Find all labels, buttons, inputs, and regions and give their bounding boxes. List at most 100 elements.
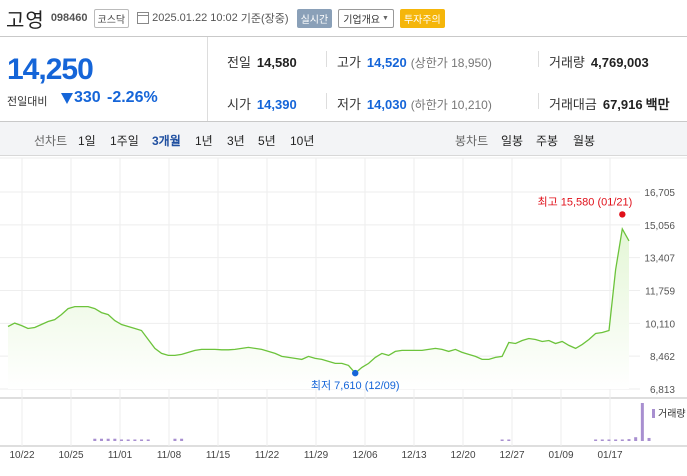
y-tick-label: 15,056 [644, 221, 675, 232]
high-marker-label: 최고 15,580 (01/21) [537, 195, 632, 208]
x-tick-label: 01/09 [548, 450, 573, 461]
period-1y[interactable]: 1년 [195, 134, 213, 148]
period-5y[interactable]: 5년 [258, 134, 276, 148]
volume-bar [627, 439, 631, 441]
down-arrow-icon [61, 93, 73, 104]
y-tick-label: 11,759 [645, 287, 675, 298]
volume-legend-swatch [652, 409, 655, 418]
volume-bar [647, 437, 651, 441]
x-tick-label: 11/15 [206, 450, 231, 461]
company-overview-label: 기업개요 [343, 14, 381, 26]
open-label: 시가 [227, 97, 251, 112]
market-tag: 코스닥 [93, 8, 130, 28]
x-tick-label: 11/08 [157, 450, 182, 461]
trade-amount-label: 거래대금 [549, 97, 597, 112]
chart-period-bar: 선차트 1일 1주일 3개월 1년 3년 5년 10년 봉차트 일봉 주봉 월봉 [0, 122, 687, 156]
quote-panel: 14,250 전일대비 330 -2.26% 전일 14,580 고가 14,5… [0, 36, 687, 122]
x-tick-label: 10/22 [9, 450, 34, 461]
low-cell: 저가 14,030 (하한가 10,210) [337, 94, 492, 113]
x-tick-label: 01/17 [597, 450, 622, 461]
period-1w[interactable]: 1주일 [110, 134, 139, 148]
stock-name: 고영 [6, 9, 45, 32]
volume-bar [133, 439, 137, 441]
low-value: 14,030 [366, 97, 407, 112]
quote-basis: 기준(장중) [240, 13, 289, 25]
high-label: 고가 [337, 55, 361, 70]
y-tick-label: 10,110 [645, 319, 675, 330]
x-tick-label: 10/25 [58, 450, 83, 461]
investment-caution-badge: 투자주의 [399, 8, 445, 28]
volume-bar [140, 439, 144, 441]
x-tick-label: 11/22 [255, 450, 280, 461]
company-overview-dropdown[interactable]: 기업개요 ▼ [338, 8, 394, 28]
period-3m[interactable]: 3개월 [152, 134, 181, 148]
divider [326, 51, 327, 67]
x-tick-label: 12/06 [352, 450, 377, 461]
lower-limit: (하한가 10,210) [410, 98, 492, 112]
volume-bar [93, 438, 97, 441]
low-marker-dot [352, 369, 359, 377]
price-chart-svg: 최고 15,580 (01/21) 최저 7,610 (12/09) 16,705… [0, 157, 687, 461]
upper-limit: (상한가 18,950) [410, 56, 492, 70]
volume-label: 거래량 [549, 55, 585, 70]
trade-amount-value: 67,916 [602, 97, 643, 112]
volume-bar [99, 438, 103, 441]
open-cell: 시가 14,390 [227, 94, 297, 113]
price-chart[interactable]: 최고 15,580 (01/21) 최저 7,610 (12/09) 16,705… [0, 156, 687, 476]
period-10y[interactable]: 10년 [290, 134, 315, 148]
volume-bar [180, 438, 184, 441]
price-area [8, 228, 629, 389]
line-chart-label: 선차트 [34, 134, 68, 148]
high-cell: 고가 14,520 (상한가 18,950) [337, 52, 492, 71]
volume-bar [126, 439, 130, 441]
chevron-down-icon: ▼ [382, 14, 389, 22]
volume-value: 4,769,003 [590, 55, 649, 70]
y-tick-label: 8,462 [650, 352, 675, 363]
calendar-icon [137, 12, 150, 24]
y-tick-label: 13,407 [644, 254, 675, 265]
y-tick-label: 6,813 [650, 385, 675, 396]
volume-bar [634, 437, 638, 441]
divider [326, 93, 327, 109]
volume-bar [620, 439, 624, 441]
period-3y[interactable]: 3년 [227, 134, 245, 148]
price-line [7, 226, 630, 375]
period-1d[interactable]: 1일 [78, 134, 96, 148]
open-value: 14,390 [256, 97, 297, 112]
candle-monthly[interactable]: 월봉 [573, 134, 596, 148]
volume-bar [106, 438, 110, 441]
x-tick-label: 12/13 [401, 450, 426, 461]
candle-weekly[interactable]: 주봉 [536, 134, 559, 148]
current-price-panel: 14,250 전일대비 330 -2.26% [0, 37, 208, 121]
volume-bar [113, 438, 117, 441]
realtime-button[interactable]: 실시간 [296, 8, 333, 28]
volume-cell: 거래량 4,769,003 [549, 52, 649, 71]
x-tick-label: 11/01 [108, 450, 133, 461]
volume-bar [614, 439, 618, 441]
volume-bar [607, 439, 611, 441]
low-marker-label: 최저 7,610 (12/09) [311, 379, 400, 392]
volume-bar [507, 439, 511, 441]
current-price: 14,250 [7, 53, 94, 86]
trade-amount-unit: 백만 [645, 97, 670, 112]
high-marker-dot [619, 211, 626, 218]
trade-amount-cell: 거래대금 67,916 백만 [549, 94, 670, 113]
divider [538, 93, 539, 109]
high-value: 14,520 [366, 55, 407, 70]
candle-chart-label: 봉차트 [455, 134, 489, 148]
stock-header: 고영 098460 코스닥 2025.01.22 10:02 기준(장중) 실시… [0, 0, 687, 36]
x-tick-label: 12/27 [499, 450, 524, 461]
volume-legend-label: 거래량 [658, 408, 686, 420]
x-tick-label: 11/29 [304, 450, 329, 461]
volume-bar [173, 438, 177, 441]
volume-bar [500, 439, 504, 441]
change-label: 전일대비 [7, 96, 48, 108]
volume-bar [146, 439, 150, 441]
y-tick-label: 16,705 [644, 188, 675, 199]
prev-close-label: 전일 [227, 55, 251, 70]
candle-daily[interactable]: 일봉 [501, 134, 524, 148]
change-amount: 330 [74, 89, 101, 106]
low-label: 저가 [337, 97, 361, 112]
stock-code: 098460 [50, 12, 88, 24]
volume-bar [640, 403, 644, 441]
